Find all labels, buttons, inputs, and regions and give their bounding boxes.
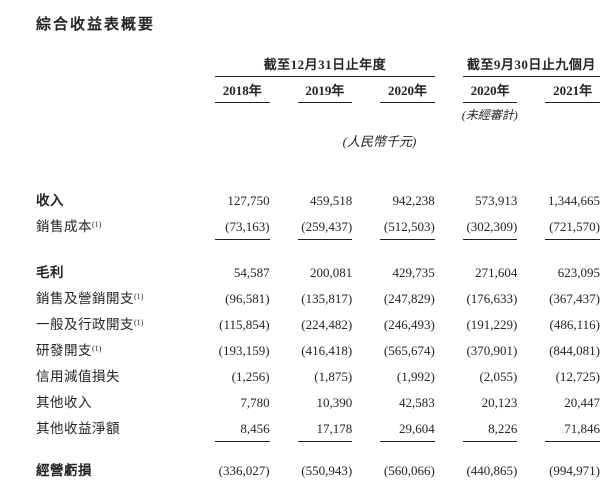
cell-value: 200,081 [309,265,353,280]
cell-value: (115,854) [219,317,270,332]
currency-note: (人民幣千元) [342,134,417,149]
row-label: 研發開支(1) [36,343,102,358]
cell-value: (512,503) [380,215,435,240]
column-header-year: 2020年 [462,83,518,103]
cell-value: (193,159) [218,343,270,358]
table-row-general-admin-expenses: 一般及行政開支(1) (115,854) (224,482) (246,493)… [36,310,600,336]
cell-value: (844,081) [549,343,600,358]
cell-value: 20,447 [564,395,600,410]
cell-value: 20,123 [481,395,518,410]
cell-value: (560,066) [383,463,435,478]
cell-value: (135,817) [301,291,353,306]
column-group-annual: 截至12月31日止年度 [215,57,435,77]
table-row-selling-marketing-expenses: 銷售及營銷開支(1) (96,581) (135,817) (247,829) … [36,284,600,310]
cell-value: (486,116) [549,317,600,332]
unaudited-note: (未經審計) [461,108,518,122]
cell-value: (1,992) [396,369,435,384]
row-label: 其他收入 [36,395,92,410]
row-label: 銷售及營銷開支(1) [36,291,144,306]
cell-value: (73,163) [215,215,270,240]
cell-value: (259,437) [297,215,353,240]
cell-value: (565,674) [383,343,435,358]
cell-value: 42,583 [399,395,435,410]
cell-value: 8,226 [462,417,518,442]
table-header-groups: 截至12月31日止年度 截至9月30日止九個月 [36,57,600,77]
cell-value: (1,875) [314,369,353,384]
row-label: 信用減值損失 [36,369,120,384]
page-title: 綜合收益表概要 [36,17,156,33]
cell-value: 459,518 [309,193,353,208]
cell-value: 8,456 [215,417,270,442]
cell-value: (440,865) [466,463,518,478]
cell-value: 942,238 [392,193,435,208]
row-label: 一般及行政開支(1) [36,317,144,332]
table-row-rd-expenses: 研發開支(1) (193,159) (416,418) (565,674) (3… [36,336,600,362]
cell-value: (176,633) [466,291,518,306]
cell-value: 271,604 [475,265,518,280]
table-row-revenue: 收入 127,750 459,518 942,238 573,913 1,344… [36,186,600,212]
row-label: 收入 [36,193,64,208]
cell-value: (247,829) [383,291,435,306]
unaudited-note-row: (未經審計) [36,108,600,123]
cell-value: (96,581) [225,291,270,306]
column-header-year: 2021年 [545,83,600,103]
cell-value: (370,901) [466,343,518,358]
column-header-year: 2020年 [380,83,435,103]
cell-value: (224,482) [301,317,353,332]
cell-value: 7,780 [240,395,270,410]
row-label: 毛利 [36,265,64,280]
row-label: 銷售成本(1) [36,219,102,234]
cell-value: (12,725) [555,369,600,384]
table-row-operating-loss: 經營虧損 (336,027) (550,943) (560,066) (440,… [36,456,600,480]
row-spacer [36,238,600,258]
cell-value: 10,390 [316,395,353,410]
column-group-nine-months: 截至9月30日止九個月 [462,57,600,77]
footnote-ref: (1) [92,344,102,353]
table-row-other-income: 其他收入 7,780 10,390 42,583 20,123 20,447 [36,388,600,414]
table-body: 收入 127,750 459,518 942,238 573,913 1,344… [36,186,600,480]
table-header-years: 2018年 2019年 2020年 2020年 2021年 [36,83,600,103]
footnote-ref: (1) [134,292,144,301]
cell-value: (246,493) [383,317,435,332]
table-row-other-gains-net: 其他收益淨額 8,456 17,178 29,604 8,226 71,846 [36,414,600,442]
cell-value: (550,943) [301,463,353,478]
row-spacer [36,440,600,456]
cell-value: (721,570) [545,215,600,240]
cell-value: (2,055) [479,369,518,384]
cell-value: 573,913 [475,193,518,208]
cell-value: 623,095 [557,265,600,280]
cell-value: 429,735 [392,265,435,280]
cell-value: (191,229) [466,317,518,332]
cell-value: 127,750 [227,193,270,208]
cell-value: (336,027) [218,463,270,478]
cell-value: (367,437) [549,291,600,306]
column-header-year: 2019年 [297,83,353,103]
cell-value: 71,846 [545,417,600,442]
row-label: 其他收益淨額 [36,421,120,436]
cell-value: (1,256) [231,369,270,384]
cell-value: (994,971) [549,463,600,478]
column-header-year: 2018年 [215,83,270,103]
footnote-ref: (1) [92,220,102,229]
cell-value: 1,344,665 [547,193,600,208]
cell-value: 17,178 [297,417,353,442]
cell-value: 29,604 [380,417,435,442]
cell-value: 54,587 [233,265,270,280]
currency-note-row: (人民幣千元) [36,134,600,150]
cell-value: (302,309) [462,215,518,240]
table-row-gross-profit: 毛利 54,587 200,081 429,735 271,604 623,09… [36,258,600,284]
footnote-ref: (1) [134,318,144,327]
cell-value: (416,418) [301,343,353,358]
income-statement-table: 截至12月31日止年度 截至9月30日止九個月 2018年 2019年 2020… [36,57,600,480]
row-label: 經營虧損 [36,463,92,478]
table-row-credit-impairment-losses: 信用減值損失 (1,256) (1,875) (1,992) (2,055) (… [36,362,600,388]
table-row-cost-of-sales: 銷售成本(1) (73,163) (259,437) (512,503) (30… [36,212,600,240]
